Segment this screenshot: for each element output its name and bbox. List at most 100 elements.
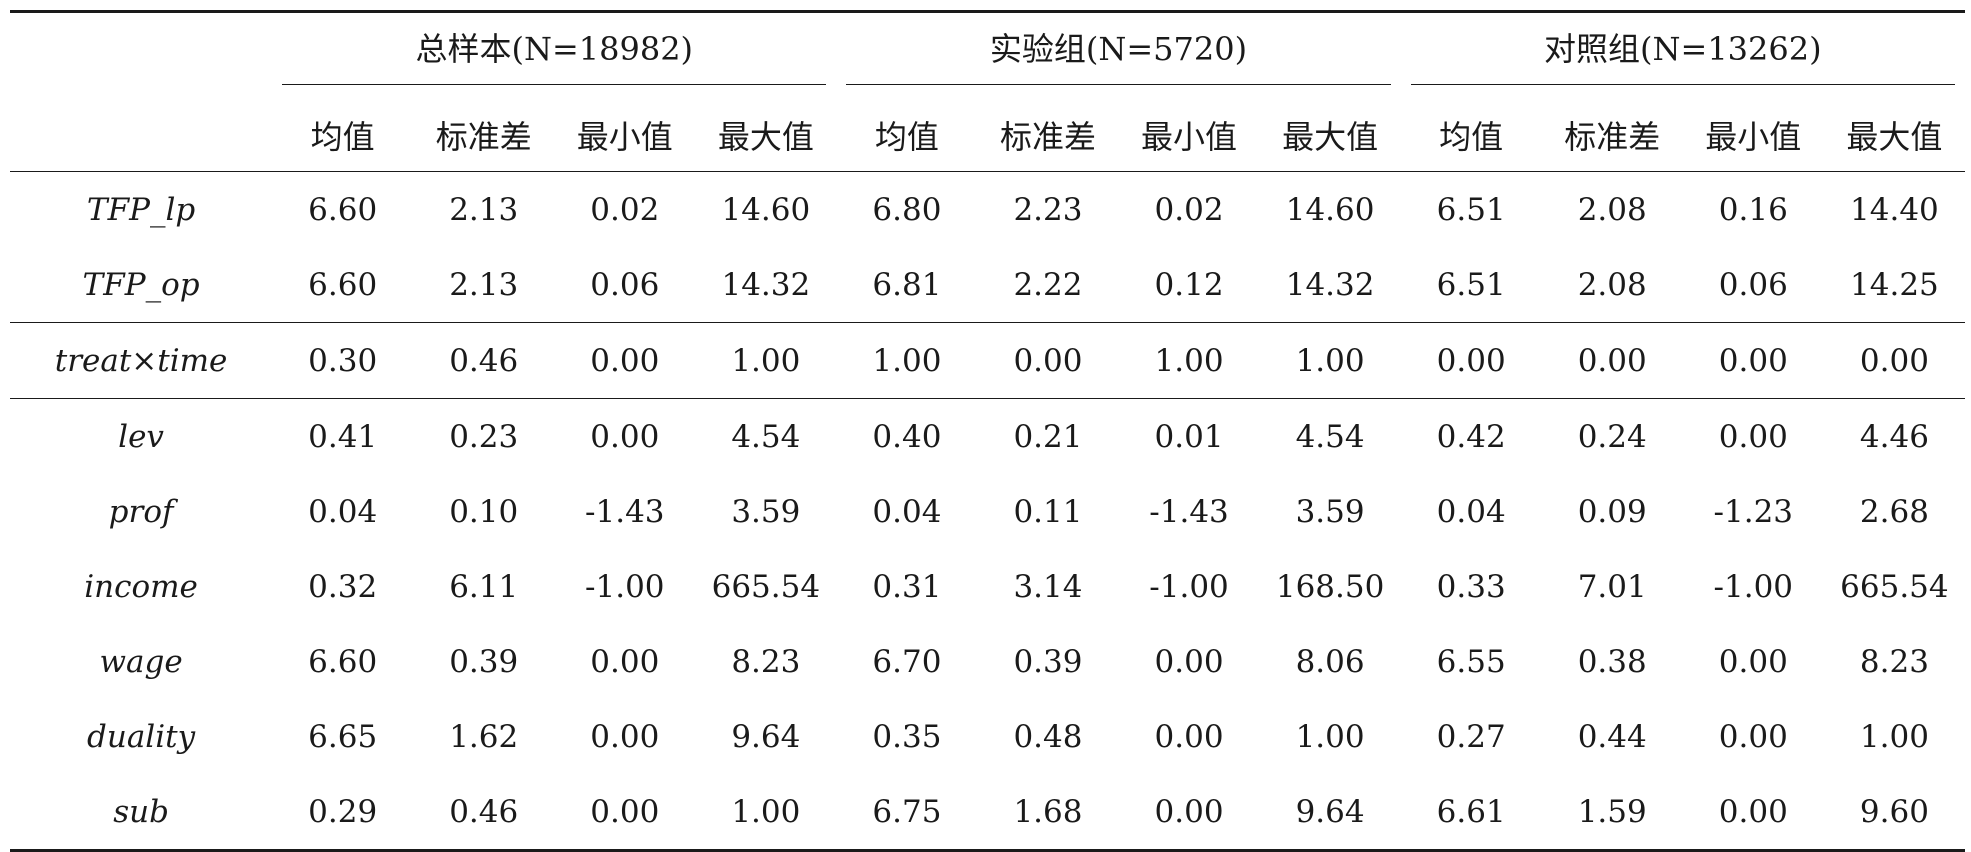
table-row: sub 0.29 0.46 0.00 1.00 6.75 1.68 0.00 9…: [10, 774, 1965, 849]
stat-header-sd: 标准差: [977, 99, 1119, 172]
cell: 0.04: [1436, 493, 1506, 530]
cell: 14.60: [1285, 191, 1375, 228]
table-row: TFP_lp 6.60 2.13 0.02 14.60 6.80 2.23 0.…: [10, 172, 1965, 248]
variable-name: prof: [108, 493, 174, 530]
group-header-total: 总样本(N=18982): [272, 13, 836, 99]
cell: 9.64: [731, 718, 801, 755]
cell: 0.44: [1577, 718, 1647, 755]
variable-name: treat×time: [10, 322, 273, 399]
cell: 0.16: [1718, 191, 1788, 228]
cell: 0.38: [1577, 643, 1647, 680]
cell: 0.00: [1154, 718, 1224, 755]
cell: 0.00: [1718, 793, 1788, 830]
cell: 2.08: [1577, 266, 1647, 303]
cell: 0.21: [977, 398, 1119, 474]
cell: -1.00: [1713, 568, 1794, 605]
cell: 1.00: [731, 793, 801, 830]
cell: 0.39: [1013, 643, 1083, 680]
cell: 1.00: [1859, 718, 1929, 755]
cell: -1.23: [1713, 493, 1794, 530]
cell: 0.00: [554, 322, 696, 399]
cell: 0.46: [413, 322, 555, 399]
cell: 0.29: [308, 793, 378, 830]
stat-header-mean: 均值: [836, 99, 978, 172]
cell: 6.51: [1436, 266, 1506, 303]
table-row: duality 6.65 1.62 0.00 9.64 0.35 0.48 0.…: [10, 699, 1965, 774]
cell: 1.68: [1013, 793, 1083, 830]
cell: 6.65: [308, 718, 378, 755]
cell: 8.06: [1295, 643, 1365, 680]
cell: 2.08: [1577, 191, 1647, 228]
variable-name: sub: [113, 793, 169, 830]
cell: 7.01: [1577, 568, 1647, 605]
cell: -1.43: [585, 493, 665, 530]
cell: 0.42: [1400, 398, 1542, 474]
stat-header-max: 最大值: [695, 99, 837, 172]
cell: 0.24: [1541, 398, 1683, 474]
cell: 0.48: [1013, 718, 1083, 755]
group-header-total-label: 总样本(N=18982): [282, 24, 827, 85]
table-row: TFP_op 6.60 2.13 0.06 14.32 6.81 2.22 0.…: [10, 247, 1965, 323]
cell: 0.00: [1682, 398, 1824, 474]
cell: 6.60: [308, 266, 378, 303]
cell: 0.32: [308, 568, 378, 605]
cell: 1.00: [1118, 322, 1260, 399]
cell: 0.12: [1154, 266, 1224, 303]
cell: 0.06: [1718, 266, 1788, 303]
cell: 6.55: [1436, 643, 1506, 680]
cell: 1.62: [449, 718, 519, 755]
cell: 4.54: [695, 398, 837, 474]
cell: 0.31: [872, 568, 942, 605]
cell: 0.00: [1718, 718, 1788, 755]
variable-name: TFP_lp: [86, 191, 196, 228]
cell: 0.04: [872, 493, 942, 530]
cell: 2.23: [1013, 191, 1083, 228]
cell: 665.54: [711, 568, 821, 605]
cell: 665.54: [1840, 568, 1949, 605]
table-row: wage 6.60 0.39 0.00 8.23 6.70 0.39 0.00 …: [10, 624, 1965, 699]
cell: 6.81: [872, 266, 942, 303]
cell: 2.68: [1859, 493, 1929, 530]
corner-cell: [10, 13, 272, 99]
group-header-treatment-label: 实验组(N=5720): [846, 24, 1391, 85]
cell: 168.50: [1275, 568, 1385, 605]
cell: 0.00: [1541, 322, 1683, 399]
variable-name: duality: [87, 718, 196, 755]
cell: 0.00: [977, 322, 1119, 399]
stat-header-min: 最小值: [1682, 99, 1824, 172]
variable-name: lev: [10, 398, 273, 474]
cell: 2.13: [449, 191, 519, 228]
variable-name: wage: [99, 643, 183, 680]
cell: 6.75: [872, 793, 942, 830]
cell: 1.00: [1295, 718, 1365, 755]
stat-header-sd: 标准差: [1541, 99, 1683, 172]
cell: 6.70: [872, 643, 942, 680]
cell: 1.00: [836, 322, 978, 399]
cell: 0.39: [449, 643, 519, 680]
cell: 6.51: [1436, 191, 1506, 228]
cell: -1.00: [585, 568, 665, 605]
cell: 9.60: [1859, 793, 1929, 830]
cell: 0.23: [413, 398, 555, 474]
stat-header-max: 最大值: [1823, 99, 1965, 172]
cell: 6.80: [872, 191, 942, 228]
descriptive-statistics-table: 总样本(N=18982) 实验组(N=5720) 对照组(N=13262) 均值…: [10, 10, 1965, 852]
cell: 0.00: [1400, 322, 1542, 399]
stat-header-sd: 标准差: [413, 99, 555, 172]
table-row: prof 0.04 0.10 -1.43 3.59 0.04 0.11 -1.4…: [10, 474, 1965, 549]
cell: 1.00: [695, 322, 837, 399]
cell: 8.23: [1859, 643, 1929, 680]
cell: 14.32: [1285, 266, 1375, 303]
cell: 3.59: [731, 493, 801, 530]
cell: 0.06: [590, 266, 660, 303]
cell: 14.40: [1850, 191, 1939, 228]
group-header-control: 对照组(N=13262): [1401, 13, 1965, 99]
table-container: 总样本(N=18982) 实验组(N=5720) 对照组(N=13262) 均值…: [10, 10, 1965, 852]
cell: 0.35: [872, 718, 942, 755]
cell: 0.01: [1118, 398, 1260, 474]
cell: 0.04: [308, 493, 378, 530]
cell: 2.13: [449, 266, 519, 303]
cell: 0.00: [590, 643, 660, 680]
cell: 0.00: [1154, 793, 1224, 830]
cell: 14.25: [1850, 266, 1939, 303]
